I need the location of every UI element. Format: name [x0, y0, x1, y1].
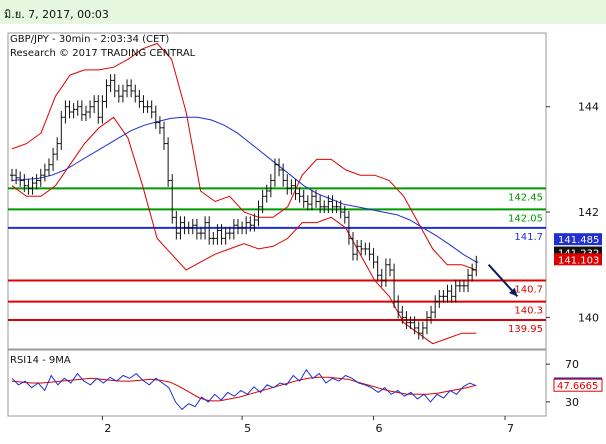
price-y-tick-label: 140	[578, 311, 599, 324]
rsi-line	[11, 368, 477, 411]
x-tick-label: 2	[104, 422, 111, 435]
price-badge	[554, 253, 602, 266]
rsi-panel: 703049.514747.6665	[7, 349, 603, 417]
rsi-badge	[553, 378, 603, 392]
price-y-tick-label: 144	[578, 101, 599, 114]
level-label: 140.7	[514, 285, 543, 296]
date-header-bar: มิ.ย. 7, 2017, 00:03	[0, 0, 606, 24]
price-badge-label: 141.103	[558, 255, 599, 266]
rsi-badge-label: 47.6665	[557, 381, 598, 392]
x-axis: 2 5 6 7	[101, 416, 514, 435]
price-badge	[554, 246, 602, 259]
level-label: 139.95	[508, 324, 543, 335]
rsi-ma-line	[11, 376, 477, 402]
forecast-arrow-head	[508, 287, 518, 297]
x-tick-label: 5	[244, 422, 251, 435]
rsi-panel-frame	[7, 349, 547, 417]
research-credit: Research © 2017 TRADING CENTRAL	[10, 48, 196, 59]
price-panel: 144 142 140 142.45 142.05 141.7 140.7 140.3 139.…	[7, 32, 602, 350]
level-label: 140.3	[514, 306, 543, 317]
rsi-y-tick-label: 70	[565, 358, 579, 371]
price-y-tick-label: 142	[578, 206, 599, 219]
level-label: 142.05	[508, 213, 543, 224]
bollinger-upper-line	[11, 42, 477, 271]
moving-average-line	[11, 116, 477, 263]
x-tick-label: 6	[376, 422, 383, 435]
price-badge-label: 141.485	[558, 235, 599, 246]
bollinger-lower-line	[11, 116, 477, 345]
price-badge	[554, 233, 602, 246]
price-panel-frame	[7, 32, 547, 350]
level-label: 142.45	[508, 192, 543, 203]
x-tick-label: 7	[507, 422, 514, 435]
rsi-y-tick-label: 30	[565, 396, 579, 409]
timestamp-text: มิ.ย. 7, 2017, 00:03	[4, 8, 109, 21]
level-label: 141.7	[514, 232, 543, 243]
chart-title: GBP/JPY - 30min - 2:03:34 (CET)	[10, 34, 169, 45]
rsi-label: RSI14 - 9MA	[10, 355, 71, 366]
